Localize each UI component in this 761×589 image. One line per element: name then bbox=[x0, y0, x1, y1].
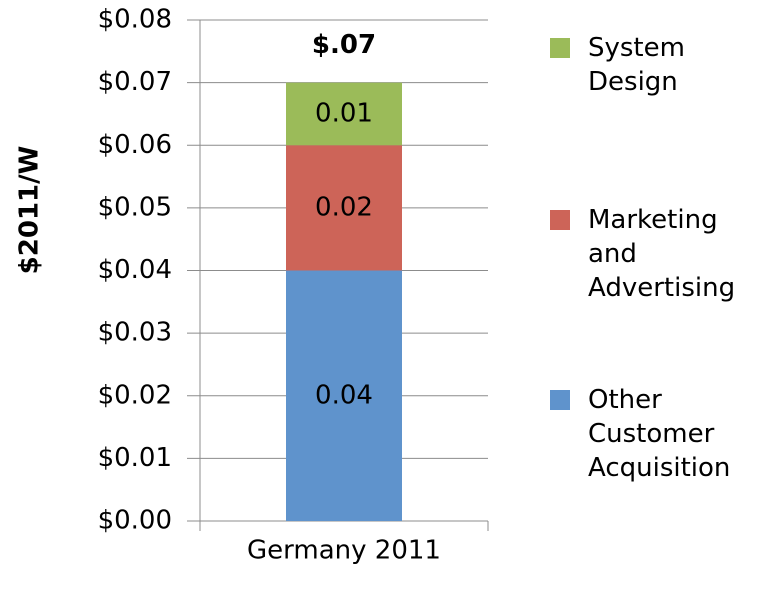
data-label: 0.04 bbox=[315, 380, 373, 410]
y-tick-label: $0.00 bbox=[98, 506, 172, 536]
legend-swatch bbox=[550, 210, 570, 230]
legend-swatch bbox=[550, 38, 570, 58]
data-label: 0.01 bbox=[315, 98, 373, 128]
legend-label: Other Customer Acquisition bbox=[588, 385, 731, 483]
y-tick-label: $0.02 bbox=[98, 380, 172, 410]
legend-swatch bbox=[550, 390, 570, 410]
bar-segment bbox=[286, 145, 402, 271]
y-tick-label: $0.05 bbox=[98, 192, 172, 222]
legend-label: Marketing and Advertising bbox=[588, 205, 736, 303]
y-tick-label: $0.08 bbox=[98, 5, 172, 35]
y-tick-label: $0.01 bbox=[98, 443, 172, 473]
data-label: 0.02 bbox=[315, 192, 373, 222]
y-tick-label: $0.06 bbox=[98, 130, 172, 160]
y-tick-label: $0.03 bbox=[98, 318, 172, 348]
legend-label: System Design bbox=[588, 33, 685, 97]
bar-segment bbox=[286, 270, 402, 521]
y-tick-label: $0.04 bbox=[98, 255, 172, 285]
y-axis-title: $2011/W bbox=[15, 146, 45, 275]
bar-segment bbox=[286, 82, 402, 146]
total-label: $.07 bbox=[312, 30, 376, 60]
x-tick-label: Germany 2011 bbox=[247, 536, 441, 566]
y-tick-label: $0.07 bbox=[98, 67, 172, 97]
